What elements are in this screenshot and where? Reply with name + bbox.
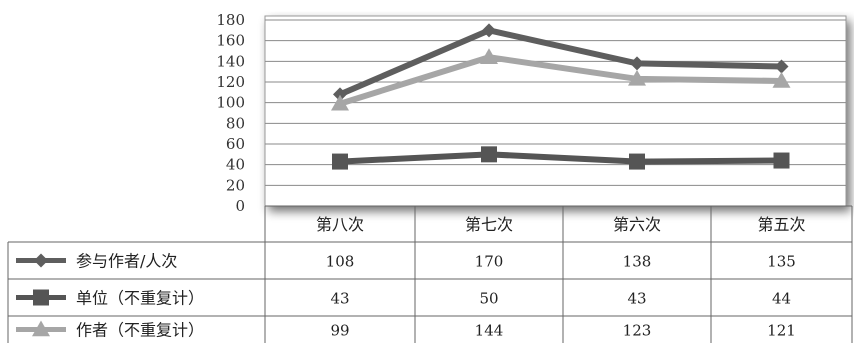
y-tick-label: 140 [216,52,245,70]
y-axis-tick-labels: 0 20 40 60 80 100 120 140 160 180 [216,11,245,215]
category-label: 第八次 [316,215,364,234]
table-cell: 144 [475,322,504,340]
data-point [630,56,644,71]
table-row-authors: 作者（不重复计） 99 144 123 121 [16,320,796,340]
y-tick-label: 60 [226,135,245,153]
y-tick-label: 160 [216,32,245,50]
data-point [332,153,348,170]
data-point [331,94,349,111]
category-label: 第五次 [757,215,805,234]
row-label: 参与作者/人次 [76,252,177,271]
legend-key-marker [32,320,50,337]
y-tick-label: 100 [216,94,245,112]
row-label: 单位（不重复计） [76,289,204,308]
table-cell: 44 [772,290,791,308]
table-cell: 99 [330,322,349,340]
data-point [480,48,498,64]
series-units [332,146,790,170]
y-tick-label: 40 [226,156,245,174]
table-row-participants: 参与作者/人次 108 170 138 135 [16,252,796,271]
y-tick-label: 80 [226,114,245,132]
data-point [482,23,496,38]
data-point [629,153,645,170]
data-point [772,71,791,88]
y-tick-label: 20 [226,176,245,194]
table-cell: 123 [623,322,652,340]
row-label: 作者（不重复计） [76,321,204,340]
table-row-units: 单位（不重复计） 43 50 43 44 [16,289,791,308]
table-cell: 43 [330,290,349,308]
category-label: 第七次 [465,215,513,234]
series-line [339,54,782,107]
table-cell: 170 [475,253,504,271]
table-cell: 108 [326,253,355,271]
table-cell: 121 [767,322,796,340]
category-label: 第六次 [613,215,661,234]
table-cell: 138 [623,253,652,271]
y-tick-label: 0 [235,197,245,215]
legend-key-marker [33,289,49,306]
y-tick-label: 120 [216,73,245,91]
data-point [773,152,790,169]
series-line [338,27,782,98]
data-point [774,59,789,74]
table-cell: 135 [767,253,796,271]
data-point [333,87,347,102]
y-tick-label: 180 [216,11,245,29]
series-line [339,151,782,165]
series-lines [331,23,791,170]
series-authors [331,48,791,111]
legend-key-marker [34,253,48,268]
series-participants [333,23,789,102]
table-cell: 43 [627,290,646,308]
data-point [481,146,497,163]
table-cell: 50 [479,290,498,308]
data-point [628,69,646,86]
